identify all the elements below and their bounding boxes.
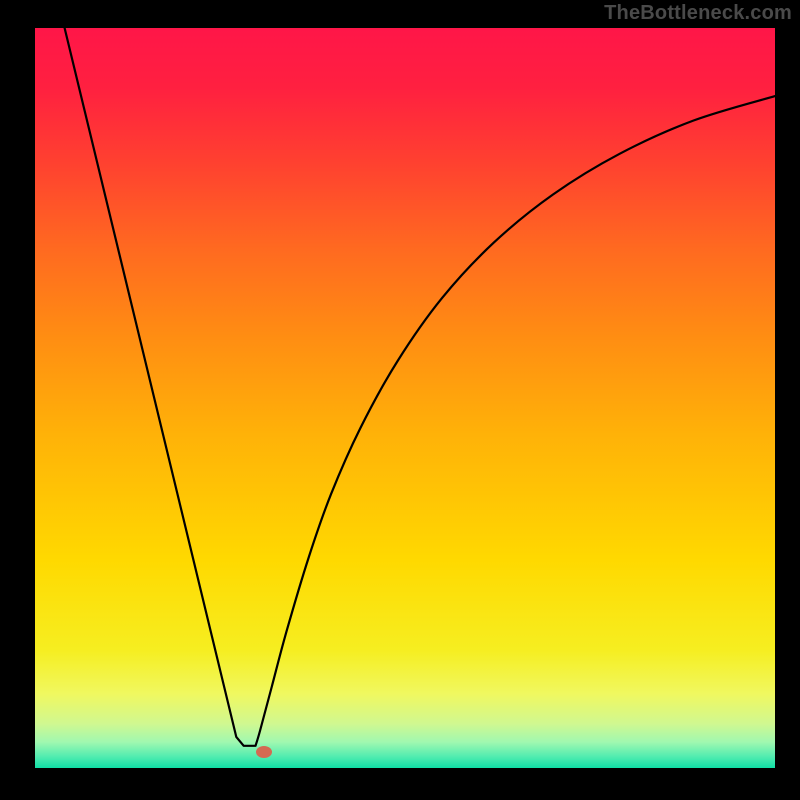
bottleneck-curve — [35, 28, 775, 768]
optimum-marker — [256, 746, 272, 758]
chart-container: TheBottleneck.com — [0, 0, 800, 800]
plot-area — [35, 28, 775, 768]
watermark-text: TheBottleneck.com — [604, 2, 792, 25]
